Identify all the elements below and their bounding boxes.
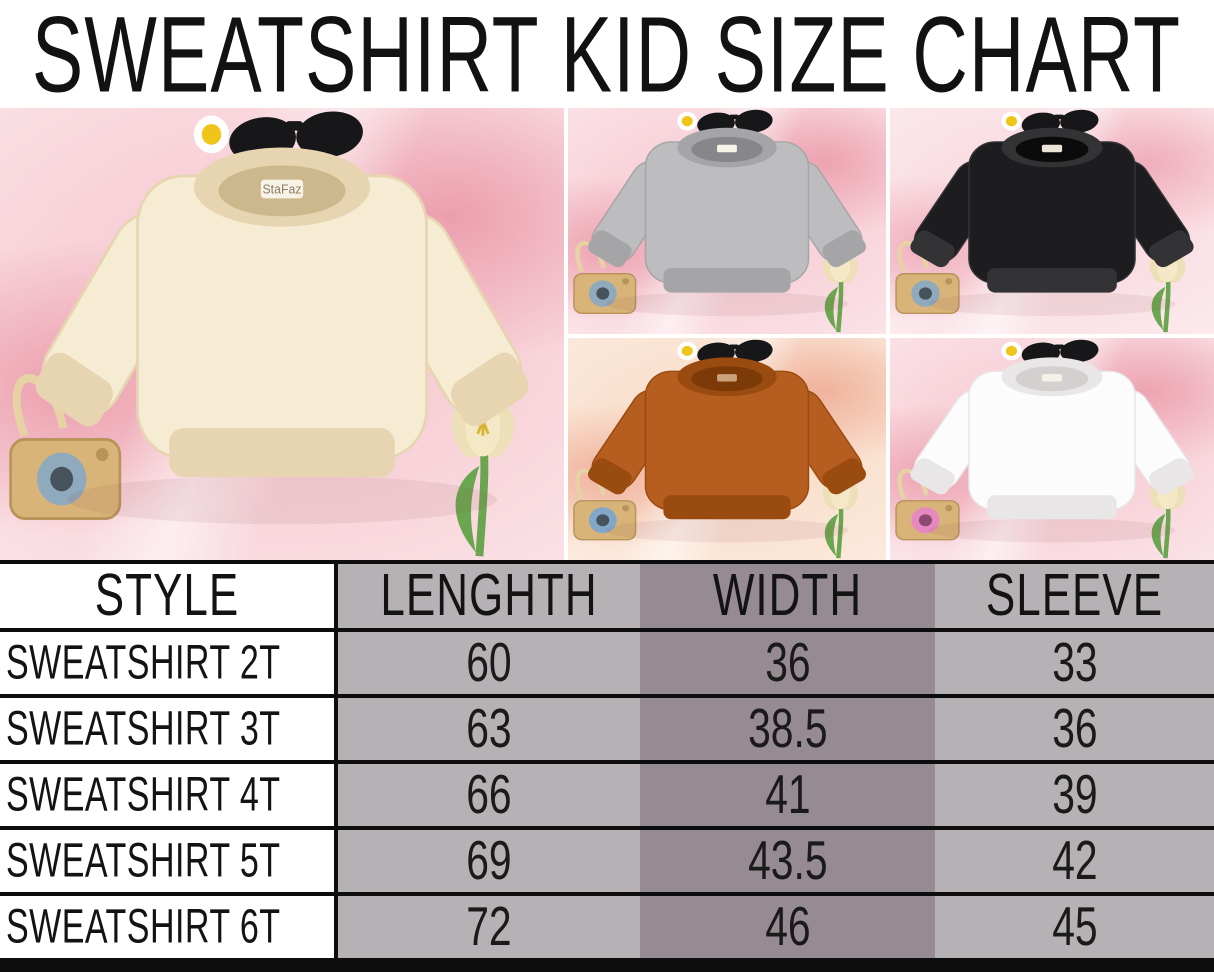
sunglasses-prop	[1001, 339, 1099, 365]
length-value: 72	[466, 896, 512, 958]
col-header-sleeve: SLEEVE	[935, 564, 1214, 628]
title-band: SWEATSHIRT KID SIZE CHART	[0, 0, 1214, 115]
sleeve-value: 42	[1051, 830, 1098, 892]
sweatshirt-mockup: StaFaz	[35, 147, 529, 525]
cell-sleeve: 45	[935, 896, 1214, 958]
table-header-row: STYLE LENGHTH WIDTH SLEEVE	[0, 560, 1214, 632]
table-bottom-border	[0, 962, 1214, 972]
sleeve-value: 36	[1051, 698, 1098, 760]
col-header-width: WIDTH	[640, 564, 935, 628]
size-chart-table: STYLE LENGHTH WIDTH SLEEVE SWEATSHIRT 2T…	[0, 560, 1214, 972]
product-photo-rust	[568, 338, 886, 560]
toy-camera-prop	[895, 468, 960, 541]
cell-style: SWEATSHIRT 6T	[0, 896, 338, 958]
sweatshirt-mockup	[910, 357, 1194, 543]
product-photo-black	[890, 108, 1214, 334]
neck-brand-label: StaFaz	[262, 181, 301, 196]
cell-width: 43.5	[640, 830, 935, 892]
width-value: 43.5	[747, 830, 828, 892]
cell-width: 41	[640, 764, 935, 826]
size-row-6t: SWEATSHIRT 6T 72 46 45	[0, 896, 1214, 962]
width-value: 38.5	[747, 698, 828, 760]
cell-width: 46	[640, 896, 935, 958]
sweatshirt-mockup	[910, 127, 1194, 317]
style-label: SWEATSHIRT 4T	[6, 767, 281, 821]
cell-length: 60	[338, 632, 640, 694]
flat-lay-scene	[895, 339, 1194, 559]
flat-lay-scene	[573, 339, 866, 559]
style-label: SWEATSHIRT 6T	[6, 899, 281, 953]
sleeve-value: 33	[1051, 632, 1098, 694]
width-value: 36	[764, 632, 811, 694]
cell-style: SWEATSHIRT 2T	[0, 632, 338, 694]
flat-lay-scene	[895, 109, 1194, 333]
toy-camera-prop	[573, 468, 637, 541]
cell-style: SWEATSHIRT 4T	[0, 764, 338, 826]
tulip-prop	[822, 479, 858, 559]
cell-style: SWEATSHIRT 5T	[0, 830, 338, 892]
cell-sleeve: 36	[935, 698, 1214, 760]
sleeve-value: 45	[1051, 896, 1098, 958]
product-photo-white	[890, 338, 1214, 560]
style-label: SWEATSHIRT 3T	[6, 701, 281, 755]
length-value: 69	[466, 830, 512, 892]
toy-camera-prop	[573, 241, 637, 314]
size-row-3t: SWEATSHIRT 3T 63 38.5 36	[0, 698, 1214, 764]
col-header-style-label: STYLE	[94, 564, 240, 628]
style-label: SWEATSHIRT 5T	[6, 833, 281, 887]
cell-sleeve: 33	[935, 632, 1214, 694]
width-value: 46	[764, 896, 811, 958]
product-photo-collage: StaFaz	[0, 108, 1214, 560]
flat-lay-scene	[573, 109, 866, 333]
sweatshirt-mockup	[588, 127, 866, 317]
product-photo-heather-gray	[568, 108, 886, 334]
size-row-5t: SWEATSHIRT 5T 69 43.5 42	[0, 830, 1214, 896]
cell-sleeve: 42	[935, 830, 1214, 892]
length-value: 63	[466, 698, 512, 760]
cell-width: 36	[640, 632, 935, 694]
product-photo-cream: StaFaz	[0, 108, 564, 560]
page-title: SWEATSHIRT KID SIZE CHART	[32, 0, 1182, 115]
sleeve-value: 39	[1051, 764, 1098, 826]
col-header-style: STYLE	[0, 564, 338, 628]
cell-width: 38.5	[640, 698, 935, 760]
col-header-sleeve-label: SLEEVE	[985, 564, 1164, 628]
toy-camera-prop	[895, 241, 960, 314]
col-header-length-label: LENGHTH	[380, 564, 598, 628]
col-header-length: LENGHTH	[338, 564, 640, 628]
flat-lay-scene: StaFaz	[9, 111, 529, 557]
cell-length: 72	[338, 896, 640, 958]
cell-sleeve: 39	[935, 764, 1214, 826]
cell-length: 63	[338, 698, 640, 760]
size-row-4t: SWEATSHIRT 4T 66 41 39	[0, 764, 1214, 830]
length-value: 60	[466, 632, 512, 694]
sunglasses-prop	[1001, 109, 1099, 136]
size-row-2t: SWEATSHIRT 2T 60 36 33	[0, 632, 1214, 698]
style-label: SWEATSHIRT 2T	[6, 635, 281, 689]
cell-length: 69	[338, 830, 640, 892]
cell-style: SWEATSHIRT 3T	[0, 698, 338, 760]
col-header-width-label: WIDTH	[712, 564, 863, 628]
width-value: 41	[764, 764, 811, 826]
length-value: 66	[466, 764, 512, 826]
sweatshirt-mockup	[588, 357, 866, 543]
toy-camera-prop	[9, 374, 122, 520]
cell-length: 66	[338, 764, 640, 826]
